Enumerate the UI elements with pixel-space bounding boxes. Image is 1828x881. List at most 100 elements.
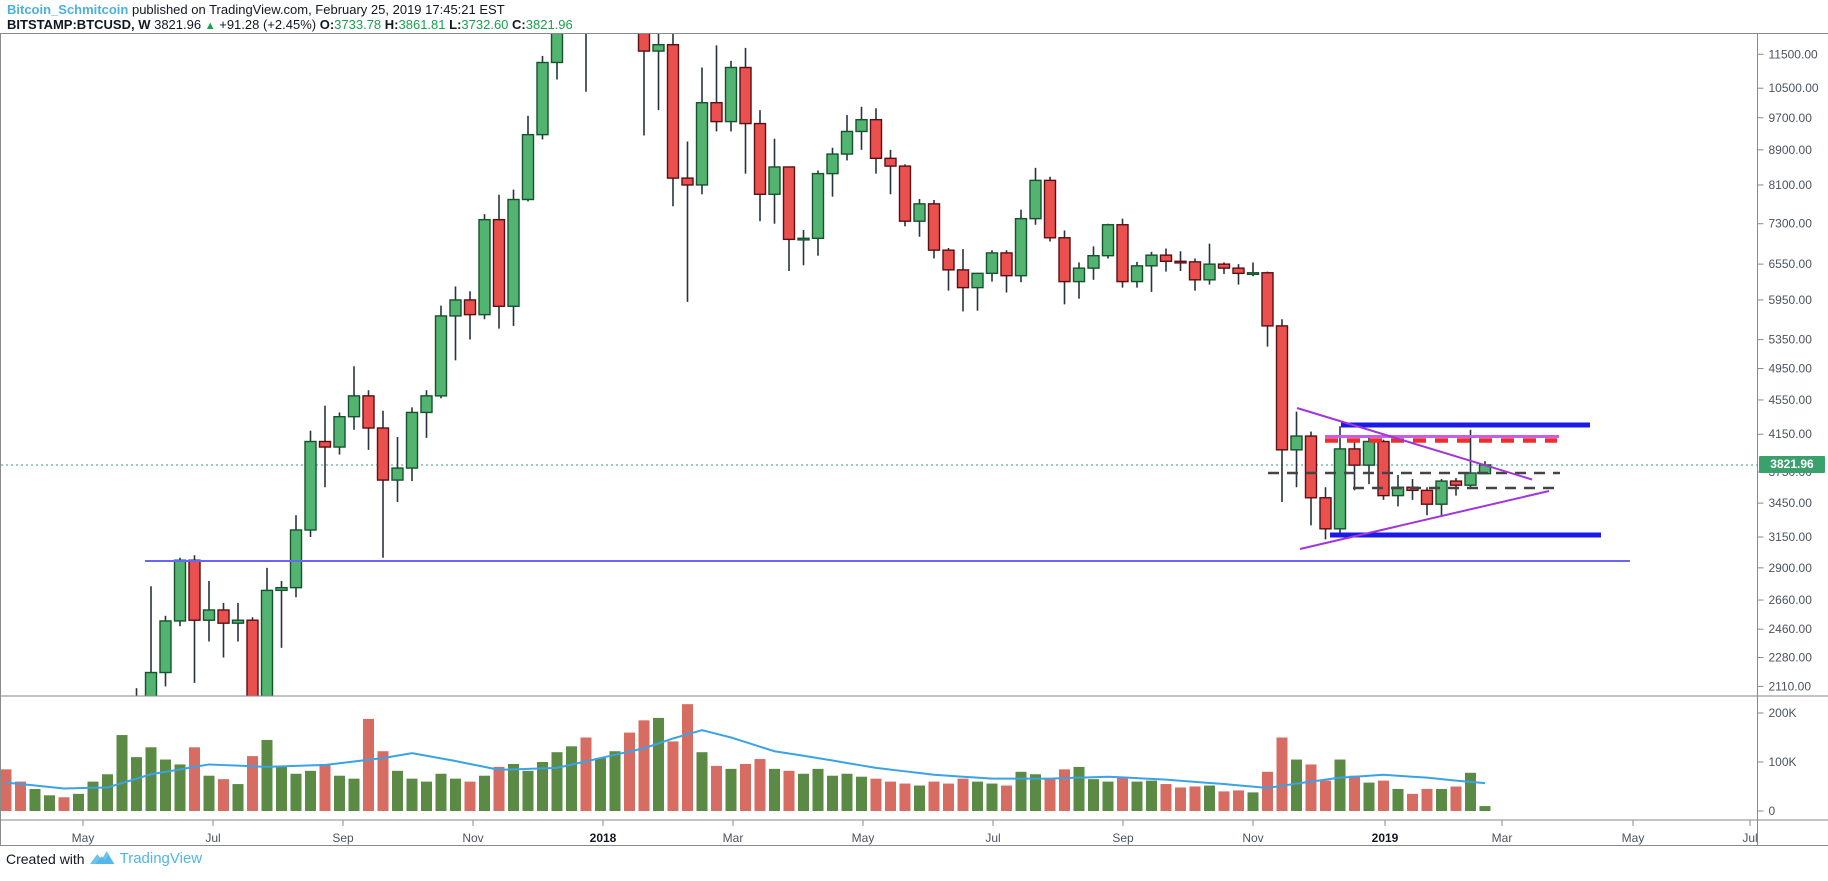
- volume-bar: [522, 770, 534, 811]
- candle: [652, 33, 665, 111]
- symbol-title[interactable]: BITSTAMP:BTCUSD, W: [7, 17, 151, 32]
- price-axis[interactable]: 11500.00 10500.00 9700.00 8900.00 8100.00 730…: [1757, 47, 1819, 693]
- current-price-badge: 3821.96: [1759, 456, 1825, 474]
- candle: [710, 45, 723, 132]
- volume-bar: [725, 768, 737, 811]
- candle: [971, 272, 984, 311]
- volume-bar: [1175, 787, 1186, 811]
- volume-bar: [305, 770, 316, 811]
- candle: [463, 291, 477, 340]
- candle: [1116, 218, 1129, 288]
- price-tick-label: 9700.00: [1769, 111, 1813, 125]
- price-tick-label: 3450.00: [1769, 496, 1813, 510]
- volume-bar: [682, 704, 693, 811]
- candle: [1130, 261, 1144, 288]
- volume-bar: [1349, 775, 1360, 811]
- volume-bar: [1204, 785, 1215, 811]
- candle: [1420, 487, 1434, 516]
- time-tick-label: Jul: [205, 831, 220, 845]
- time-tick-label: 2018: [590, 831, 617, 845]
- volume-bar: [116, 735, 128, 811]
- open-value: 3733.78: [334, 17, 382, 32]
- volume-bar: [1160, 784, 1172, 811]
- candle: [1232, 264, 1245, 285]
- close-value: 3821.96: [525, 17, 573, 32]
- price-tick-label: 7300.00: [1769, 217, 1813, 231]
- price-tick-label: 2280.00: [1769, 651, 1813, 665]
- pennant-upper-trendline[interactable]: [1296, 407, 1533, 481]
- price-tick-label: 2660.00: [1769, 593, 1813, 607]
- open-label: O:: [319, 17, 335, 32]
- volume-bar: [609, 751, 621, 811]
- header-symbol-line: BITSTAMP:BTCUSD, W 3821.96 ▲ +91.28 (+2.…: [7, 17, 573, 34]
- volume-bar: [73, 793, 84, 811]
- volume-bar: [1320, 780, 1331, 811]
- time-tick-label: Jul: [985, 831, 1000, 845]
- candle: [478, 214, 491, 320]
- volume-bar: [435, 773, 447, 811]
- candle: [521, 115, 535, 202]
- candle: [1246, 262, 1260, 277]
- candle: [826, 147, 839, 197]
- candle: [1391, 475, 1405, 507]
- volume-bar: [1044, 779, 1056, 811]
- price-tick-label: 5950.00: [1769, 293, 1813, 307]
- low-label: L:: [449, 17, 462, 32]
- volume-bar: [595, 758, 606, 811]
- candle: [913, 199, 926, 237]
- price-tick-label: 4550.00: [1769, 393, 1813, 407]
- time-tick-label: Jul: [1742, 831, 1757, 845]
- volume-bar: [769, 768, 780, 811]
- candle: [304, 430, 317, 538]
- volume-bar: [943, 783, 954, 811]
- candle: [318, 405, 332, 488]
- volume-bar: [1436, 788, 1447, 811]
- volume-bar: [1262, 771, 1273, 811]
- price-tick-label: 11500.00: [1769, 47, 1818, 61]
- volume-axis[interactable]: 200K 100K 0: [1757, 706, 1797, 818]
- price-tick-label: 8900.00: [1769, 143, 1813, 157]
- candle: [1406, 479, 1419, 500]
- candle: [739, 47, 752, 174]
- candle: [1435, 479, 1448, 517]
- volume-bar: [986, 783, 998, 811]
- candle: [1058, 230, 1071, 305]
- candle: [231, 602, 245, 642]
- price-tick-label: 8100.00: [1769, 178, 1813, 192]
- volume-bar: [1030, 774, 1041, 811]
- volume-bar: [624, 732, 635, 811]
- candle: [1348, 438, 1361, 491]
- candle: [884, 149, 897, 195]
- volume-bar: [812, 768, 824, 811]
- candle: [1304, 431, 1318, 526]
- price-tick-label: 4950.00: [1769, 362, 1813, 376]
- candle: [275, 580, 288, 648]
- candle: [753, 110, 767, 222]
- footer: Created with TradingView: [6, 849, 202, 868]
- time-tick-label: Sep: [1112, 831, 1134, 845]
- volume-bar: [798, 773, 809, 811]
- candle: [1464, 429, 1477, 488]
- volume-bar: [885, 781, 896, 811]
- author-username[interactable]: Bitcoin_Schmitcoin: [7, 2, 129, 17]
- tradingview-logo-icon[interactable]: [89, 849, 115, 868]
- candle: [391, 436, 404, 503]
- volume-bar: [696, 752, 708, 811]
- volume-bar: [247, 756, 258, 811]
- pennant-lower-trendline[interactable]: [1299, 490, 1550, 550]
- price-tick-label: 10500.00: [1769, 81, 1819, 95]
- tradingview-brand-text[interactable]: TradingView: [119, 850, 203, 867]
- volume-bar: [160, 759, 171, 811]
- volume-bar: [1465, 772, 1476, 811]
- candle: [362, 390, 375, 450]
- candle: [585, 33, 587, 92]
- volume-bar: [972, 781, 983, 811]
- volume-bar: [1059, 769, 1070, 811]
- time-tick-label: Nov: [1242, 831, 1263, 845]
- volume-bar: [1, 769, 12, 811]
- candle: [1362, 437, 1376, 485]
- candle: [797, 229, 810, 266]
- time-axis[interactable]: May Jul Sep Nov 2018 Mar May Jul Sep Nov 2019 Mar Ma…: [72, 820, 1758, 845]
- volume-bar: [754, 759, 766, 811]
